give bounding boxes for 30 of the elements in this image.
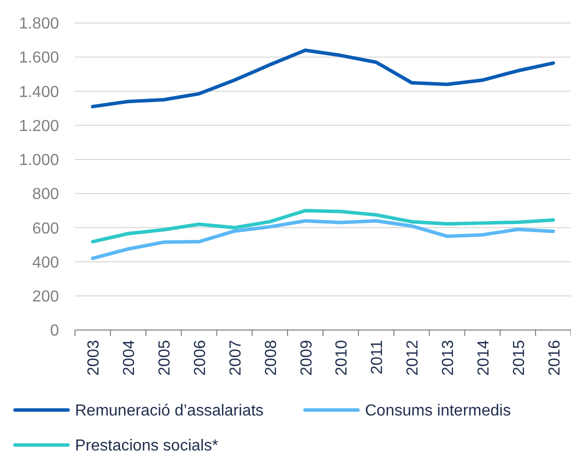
- y-tick-label: 1.600: [18, 50, 60, 67]
- y-tick-label: 1.000: [18, 152, 60, 170]
- x-tick-label: 2008: [262, 340, 280, 376]
- x-tick-label: 2004: [121, 340, 138, 376]
- y-tick-label: 800: [32, 186, 60, 204]
- line-series: [90, 219, 556, 260]
- y-tick-label: 1.400: [18, 84, 60, 101]
- y-tick-label: 200: [32, 288, 60, 306]
- y-tick-label: 0: [50, 322, 60, 340]
- line-series: [90, 208, 556, 244]
- legend-label: Prestacions socials*: [75, 438, 218, 455]
- x-tick-label: 2007: [227, 340, 244, 376]
- x-tick-label: 2014: [475, 340, 492, 376]
- x-tick-label: 2005: [156, 340, 174, 376]
- y-tick-label: 400: [32, 254, 60, 272]
- x-tick-label: 2016: [546, 340, 564, 376]
- y-tick-label: 1.800: [18, 16, 60, 33]
- y-tick-label: 600: [32, 220, 60, 238]
- x-tick-label: 2011: [369, 340, 386, 374]
- x-tick-label: 2006: [192, 340, 209, 376]
- line-series: [90, 48, 556, 108]
- x-tick-label: 2003: [86, 340, 103, 376]
- legend-label: Consums intermedis: [365, 402, 511, 420]
- x-tick-label: 2015: [510, 340, 528, 376]
- y-tick-label: 1.200: [18, 118, 60, 135]
- x-tick-label: 2012: [404, 340, 422, 376]
- legend-label: Remuneració d’assalariats: [75, 402, 264, 420]
- x-tick-label: 2009: [298, 340, 316, 376]
- x-tick-label: 2013: [440, 340, 457, 376]
- x-tick-label: 2010: [334, 340, 351, 376]
